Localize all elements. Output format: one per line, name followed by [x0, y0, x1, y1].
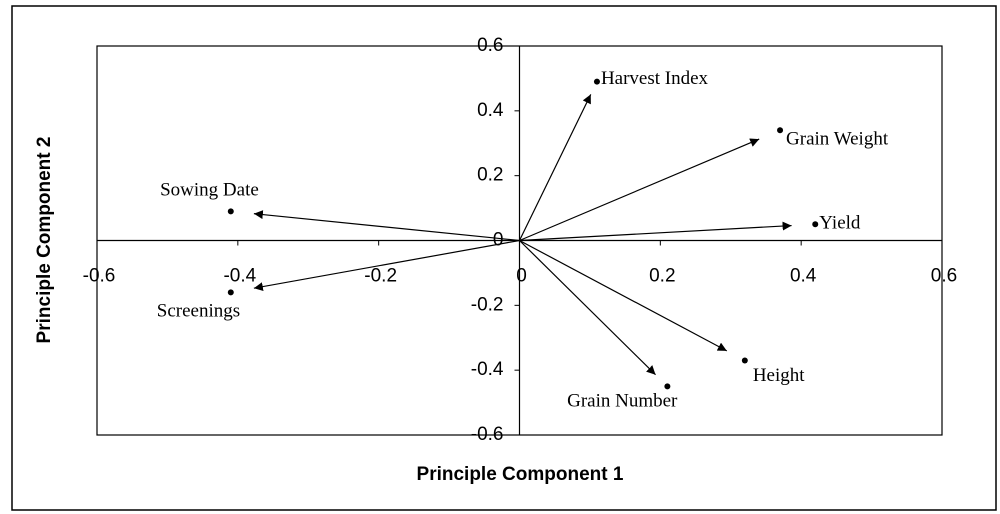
- point-label: Height: [753, 365, 805, 386]
- x-tick-label: 0.6: [931, 266, 957, 287]
- y-tick-label: 0.6: [477, 35, 503, 56]
- loading-vector: [519, 239, 728, 352]
- loading-vector: [253, 239, 520, 292]
- y-tick-label: 0: [493, 230, 504, 251]
- y-tick-label: -0.2: [471, 294, 504, 315]
- y-tick-label: 0.2: [477, 165, 503, 186]
- x-axis-title: Principle Component 1: [417, 464, 624, 485]
- x-tick-label: -0.4: [223, 266, 256, 287]
- point: [227, 289, 234, 296]
- point-label: Grain Weight: [786, 129, 889, 150]
- point: [664, 383, 671, 390]
- loading-vector: [519, 221, 792, 242]
- x-tick-label: -0.6: [83, 266, 116, 287]
- x-tick-label: 0.2: [649, 266, 675, 287]
- y-tick-label: -0.6: [471, 424, 504, 445]
- x-tick-label: 0.4: [790, 266, 817, 287]
- loading-vector: [519, 138, 760, 242]
- y-axis-title: Principle Component 2: [34, 137, 55, 344]
- point: [593, 78, 600, 85]
- loading-vector: [519, 240, 656, 376]
- point: [777, 127, 784, 134]
- point: [741, 357, 748, 364]
- y-tick-label: -0.4: [471, 359, 504, 380]
- chart-frame: [11, 5, 997, 511]
- x-tick-label: -0.2: [364, 266, 397, 287]
- y-tick-label: 0.4: [477, 100, 504, 121]
- point-label: Sowing Date: [160, 180, 259, 201]
- point: [812, 221, 819, 228]
- x-tick-label: 0: [516, 266, 527, 287]
- loading-vector: [253, 210, 520, 242]
- point-label: Harvest Index: [601, 68, 709, 89]
- point: [227, 208, 234, 215]
- point-label: Screenings: [157, 301, 240, 322]
- point-label: Grain Number: [567, 391, 678, 412]
- point-label: Yield: [819, 213, 861, 234]
- loading-vector: [518, 94, 592, 241]
